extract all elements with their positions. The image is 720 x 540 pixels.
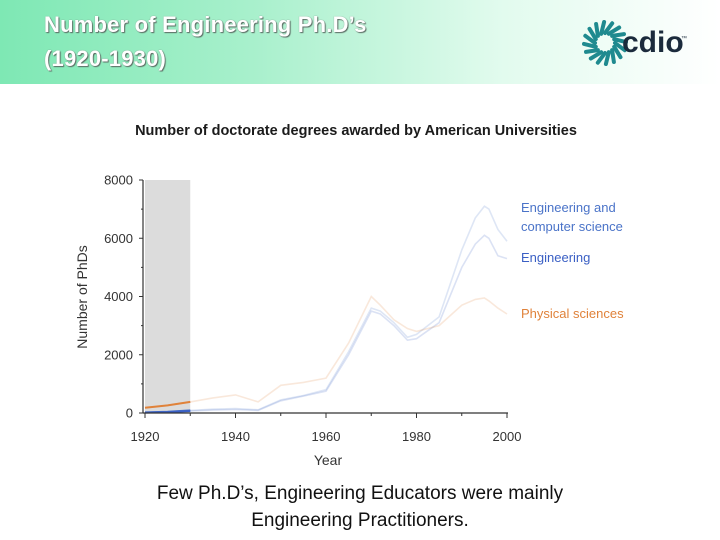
legend-label: Engineering and computer science	[521, 200, 623, 234]
logo-ray	[588, 50, 604, 61]
slide-title-line-1: Number of Engineering Ph.D’s	[44, 12, 367, 37]
logo-trademark: ™	[681, 35, 687, 42]
x-tick-label: 1940	[221, 429, 250, 444]
logo-ray	[612, 44, 623, 60]
y-tick-label: 8000	[104, 173, 133, 188]
logo-ray	[583, 33, 597, 45]
logo-ray	[610, 48, 616, 64]
logo-ray	[610, 32, 626, 38]
highlight-band-1920-1930	[145, 180, 191, 413]
x-tick-label: 1920	[131, 429, 160, 444]
title-banner	[0, 0, 720, 84]
logo-ray	[599, 20, 607, 36]
y-tick-label: 0	[126, 406, 133, 421]
legend-label: Physical sciences	[521, 306, 624, 321]
x-tick-label: 2000	[493, 429, 522, 444]
logo-ray	[603, 50, 611, 66]
series-line-engineering	[144, 234, 508, 414]
y-axis-label: Number of PhDs	[74, 245, 90, 348]
logo-ray	[613, 41, 627, 53]
logo-ray	[603, 21, 615, 35]
logo-ray	[594, 22, 600, 38]
logo-ray	[595, 51, 607, 65]
series-highlight-physical-sciences	[144, 400, 191, 409]
cdio-logo: cdio ™	[582, 12, 692, 74]
caption-line-2: Engineering Practitioners.	[251, 510, 469, 531]
x-axis-label: Year	[314, 452, 343, 468]
x-tick-label: 1960	[312, 429, 341, 444]
slide-caption: Few Ph.D’s, Engineering Educators were m…	[0, 480, 720, 534]
series-line-physical-sciences	[144, 295, 508, 409]
y-tick-label: 2000	[104, 347, 133, 362]
y-tick-label: 6000	[104, 231, 133, 246]
logo-ray	[612, 37, 628, 45]
logo-text: cdio	[622, 26, 684, 59]
caption-line-1: Few Ph.D’s, Engineering Educators were m…	[156, 483, 564, 504]
series-line-engineering-and-computer-science	[144, 205, 508, 414]
phd-chart: Number of doctorate degrees awarded by A…	[74, 123, 624, 468]
x-tick-label: 1980	[402, 429, 431, 444]
cdio-swirl-logo-icon: cdio ™	[582, 20, 687, 66]
chart-title: Number of doctorate degrees awarded by A…	[135, 123, 577, 139]
legend-label: Engineering	[521, 250, 590, 265]
logo-ray	[582, 41, 598, 49]
slide-title-line-2: (1920-1930)	[44, 46, 167, 71]
logo-ray	[606, 25, 622, 36]
slide-title: Number of Engineering Ph.D’s (1920-1930)	[44, 8, 564, 76]
logo-ray	[587, 26, 598, 42]
y-tick-label: 4000	[104, 289, 133, 304]
logo-ray	[584, 48, 600, 54]
